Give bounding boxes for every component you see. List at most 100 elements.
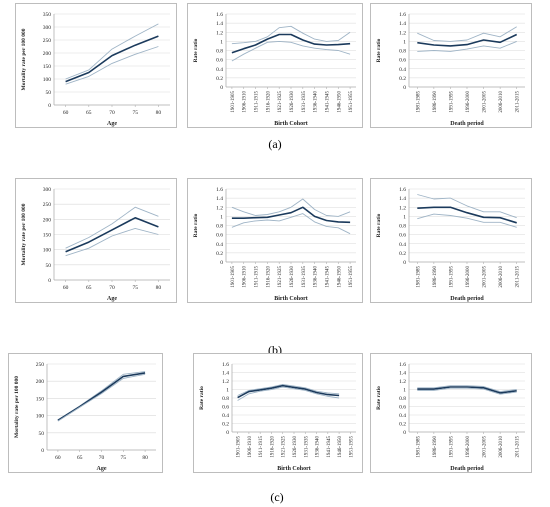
y-tick-label: 1.2 [222,379,229,385]
x-tick-label: 1931-1935 [304,436,309,458]
y-tick-label: 1 [403,388,406,394]
x-axis-title: Death period [450,121,484,127]
x-tick-label: 1921-1925 [278,266,283,288]
x-tick-label: 1916-1920 [266,91,271,113]
y-tick-label: 1.6 [216,12,223,18]
y-axis-title: Rate ratio [376,386,382,410]
y-tick-label: 0 [403,430,406,436]
chart-panel-c-cohort: 0 0.2 0.4 0.6 0.8 1 1.2 1.4 1.6 1901-1905 1906-191… [193,353,363,473]
y-tick-label: 1.2 [399,205,406,211]
x-tick-label: 60 [63,285,69,291]
chart-svg: 0 50 100 150 200 250 60 65 70 75 80 Age Mortality ra… [14,362,156,472]
x-tick-label: 1911-1915 [255,91,260,113]
y-tick-label: 0 [48,103,51,109]
x-tick-label: 1906-1910 [248,436,253,458]
series-line-lower [237,386,340,401]
x-tick-label: 80 [142,455,148,461]
y-tick-label: 0.6 [399,233,406,239]
x-tick-label: 80 [156,285,162,291]
y-tick-label: 0.2 [216,251,223,257]
chart-panel-a-cohort: 0 0.2 0.4 0.6 0.8 1 1.2 1.4 1.6 1901-1905 1906-191… [187,3,363,128]
x-tick-label: 80 [156,110,162,116]
y-tick-label: 150 [43,64,52,70]
series-line-upper [417,385,517,393]
x-tick-label: 1946-1950 [338,436,343,458]
chart-panel-a-period: 0 0.2 0.4 0.6 0.8 1 1.2 1.4 1.6 1981-1985 1986-199… [370,3,532,128]
y-tick-label: 0.2 [399,76,406,82]
series-line-upper [231,198,351,217]
x-tick-label: 1981-1985 [416,266,421,288]
y-tick-label: 1.4 [399,371,406,377]
y-tick-label: 0.8 [222,396,229,402]
y-tick-label: 350 [43,12,52,18]
chart-panel-b-period: 0 0.2 0.4 0.6 0.8 1 1.2 1.4 1.6 1981-1985 1986-199… [370,178,532,303]
y-tick-label: 1.6 [216,187,223,193]
series-line-lower [417,213,517,228]
series-line-lower [231,213,351,235]
y-tick-label: 1.6 [399,187,406,193]
y-axis-title: Mortality rate per 100 000 [21,28,27,90]
y-tick-label: 0.2 [399,251,406,257]
y-axis-title: Rate ratio [376,38,382,62]
y-tick-label: 100 [43,248,52,254]
y-tick-label: 0.6 [399,58,406,64]
y-tick-label: 1.6 [399,362,406,368]
x-tick-label: 2006-2010 [499,91,504,113]
series-line-lower [65,46,159,85]
series-line-fit [417,206,517,224]
y-tick-label: 0.4 [399,242,406,248]
x-axis-title: Death period [450,296,484,302]
y-axis-title: Mortality rate per 100 000 [14,376,20,438]
y-tick-label: 1.4 [399,196,406,202]
y-tick-label: 1.2 [399,30,406,36]
x-axis-title: Age [97,466,107,472]
x-tick-label: 2001-2005 [483,436,488,458]
y-tick-label: 0.6 [222,405,229,411]
row-label-a: (a) [268,137,282,151]
x-tick-label: 2006-2010 [499,266,504,288]
y-tick-label: 0.2 [222,422,229,428]
y-tick-label: 1.2 [216,30,223,36]
chart-svg: 0 0.2 0.4 0.6 0.8 1 1.2 1.4 1.6 1981-1985 1986-199… [376,362,525,472]
x-tick-label: 1921-1925 [282,436,287,458]
x-tick-label: 1946-1950 [337,266,342,288]
x-tick-label: 1981-1985 [416,436,421,458]
x-tick-label: 1996-2000 [466,436,471,458]
x-tick-label: 1981-1985 [416,91,421,113]
y-axis-title: Rate ratio [193,38,199,62]
series-line-fit [65,216,159,253]
series-line-upper [237,383,340,396]
x-tick-label: 1911-1915 [255,266,260,288]
x-tick-label: 1906-1910 [243,91,248,113]
x-tick-label: 1996-2000 [466,266,471,288]
y-tick-label: 1 [220,214,223,220]
chart-panel-c-age: 0 50 100 150 200 250 60 65 70 75 80 Age Mortality ra… [8,353,163,473]
x-tick-label: 75 [132,285,138,291]
x-tick-label: 1986-1990 [433,436,438,458]
x-tick-label: 1916-1920 [266,266,271,288]
x-tick-label: 1996-2000 [466,91,471,113]
series-line-lower [417,40,517,52]
series-line-fit [65,35,159,83]
chart-svg: 0 0.2 0.4 0.6 0.8 1 1.2 1.4 1.6 1901-1905 1906-191… [193,12,356,127]
y-tick-label: 1.4 [222,371,229,377]
y-tick-label: 0 [220,85,223,91]
chart-svg: 0 50 100 150 200 250 300 60 65 70 75 80 Age Mortality… [21,187,170,302]
y-tick-label: 0.8 [399,224,406,230]
chart-svg: 0 50 100 150 200 250 300 350 60 65 70 75 80 Age Mortal… [21,12,170,127]
y-tick-label: 0 [220,260,223,266]
x-tick-label: 75 [132,110,138,116]
series-line-fit [237,384,340,399]
y-tick-label: 1.2 [399,379,406,385]
y-tick-label: 1.6 [399,12,406,18]
x-axis-title: Birth Cohort [277,466,311,472]
x-tick-label: 1986-1990 [433,266,438,288]
y-tick-label: 50 [46,90,52,96]
x-tick-label: 60 [55,455,61,461]
x-tick-label: 1911-1915 [259,436,264,458]
x-tick-label: 1931-1935 [302,266,307,288]
y-tick-label: 0.8 [399,396,406,402]
x-tick-label: 1936-1940 [316,436,321,458]
x-tick-label: 1946-1950 [337,91,342,113]
y-axis-title: Mortality rate per 100 000 [21,203,27,265]
